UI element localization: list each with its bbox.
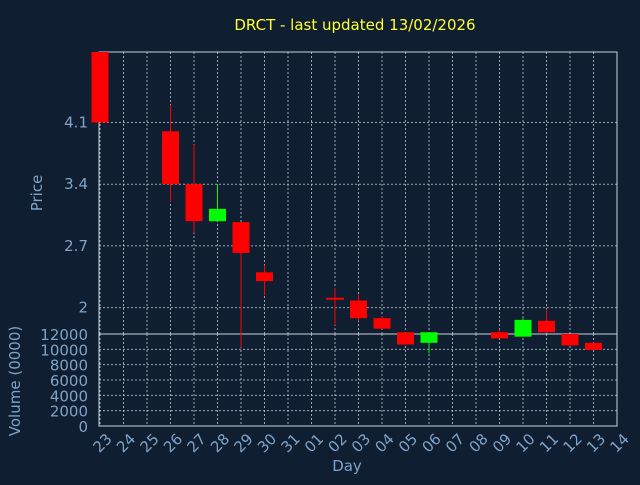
price-tick-label: 4.1 [64,114,88,132]
x-tick-label: 06 [419,430,445,456]
candle-body [514,319,532,337]
x-tick-label: 09 [489,430,515,456]
candle-body [162,131,179,185]
volume-axis-label: Volume (0000) [6,326,24,436]
candle-body [185,184,203,222]
price-tick-labels: 4.1 3.4 2.7 2 [64,114,88,317]
x-tick-label: 24 [113,430,139,456]
x-tick-label: 14 [607,430,633,456]
x-tick-label: 13 [583,430,609,456]
volume-tick-label: 4000 [50,387,88,405]
volume-tick-label: 8000 [50,357,88,375]
x-tick-label: 11 [536,430,562,456]
x-tick-label: 07 [442,430,468,456]
volume-plot-frame [98,333,618,427]
candle-body [420,332,438,343]
candle-body [561,334,579,346]
volume-tick-label: 12000 [40,326,88,344]
candle-body [373,318,391,329]
x-tick-label: 05 [395,430,421,456]
candle-body [91,52,109,123]
candle-body [491,332,508,339]
candle-body [397,332,414,345]
price-axis-label: Price [28,175,46,212]
candle-body [209,208,226,222]
volume-tick-label: 2000 [50,403,88,421]
volume-tick-label: 10000 [40,341,88,359]
candle-body [585,342,602,350]
candle-body [538,320,555,333]
x-tick-label: 10 [513,430,539,456]
x-tick-label: 04 [372,430,398,456]
x-tick-label: 01 [301,430,327,456]
chart-title: DRCT - last updated 13/02/2026 [234,16,475,34]
x-tick-label: 31 [278,430,304,456]
candle-body [232,222,250,253]
x-tick-label: 23 [90,430,116,456]
candle-body [256,272,273,282]
x-tick-label: 25 [137,430,163,456]
x-tick-labels: 2324252627282930310102030405060708091011… [90,430,633,456]
candle-body [350,300,367,319]
price-grid [99,52,618,334]
x-tick-label: 08 [466,430,492,456]
x-axis-label: Day [332,457,362,475]
x-tick-label: 26 [160,430,186,456]
volume-tick-label: 6000 [50,372,88,390]
volume-tick-label: 0 [78,418,88,436]
x-tick-label: 02 [325,430,351,456]
x-tick-label: 29 [231,430,257,456]
candles [91,52,602,354]
x-tick-label: 03 [348,430,374,456]
x-tick-label: 12 [560,430,586,456]
price-tick-label: 2 [78,299,88,317]
x-tick-label: 30 [254,430,280,456]
x-tick-label: 27 [184,430,210,456]
volume-grid [99,333,618,427]
price-tick-label: 3.4 [64,175,88,193]
price-tick-label: 2.7 [64,237,88,255]
x-tick-label: 28 [207,430,233,456]
